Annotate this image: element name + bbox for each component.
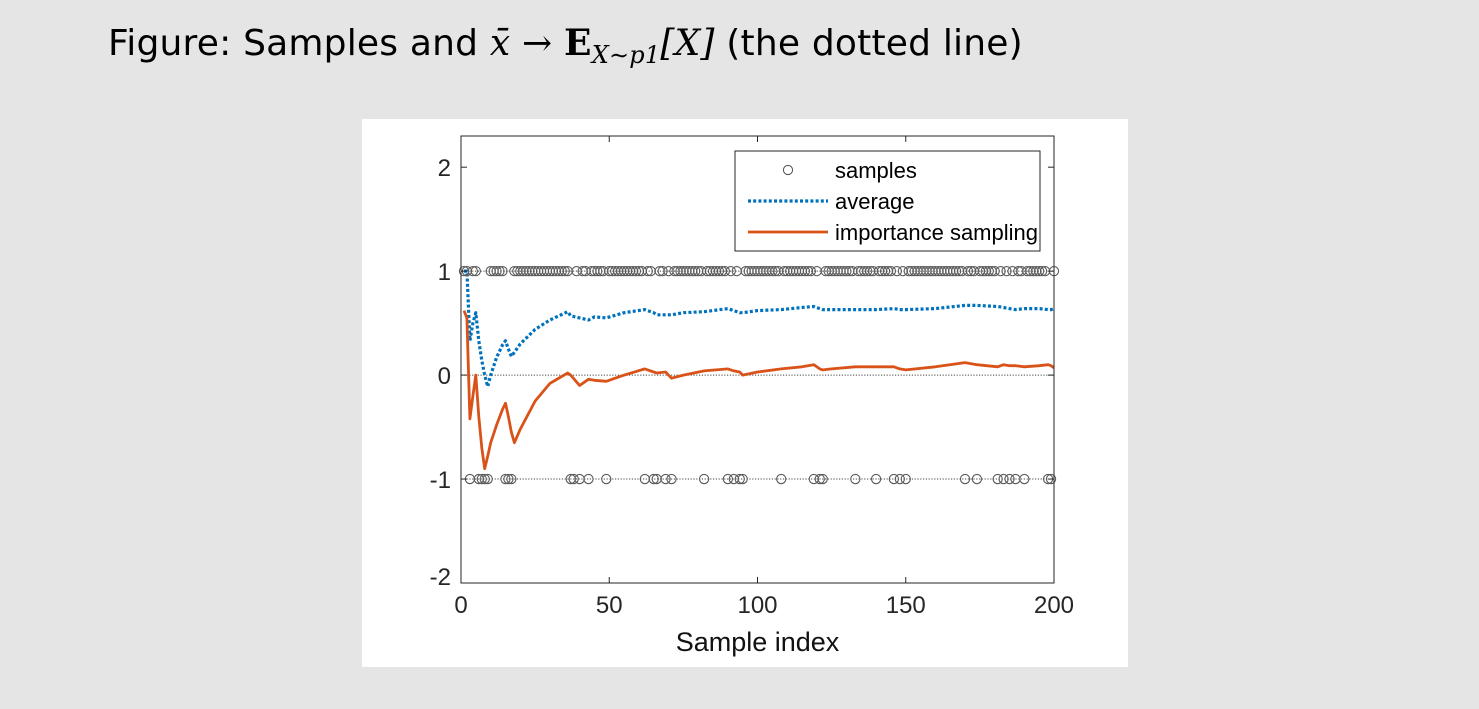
y-tick-label: -2 — [430, 564, 451, 591]
sample-point — [862, 265, 873, 277]
sample-point — [1034, 265, 1045, 277]
sample-point — [630, 265, 642, 277]
sample-point — [556, 265, 567, 277]
y-tick-label: 0 — [438, 363, 451, 390]
sample-point — [998, 473, 1009, 485]
sample-point — [719, 265, 731, 277]
sample-point — [470, 265, 481, 277]
chart-marks — [458, 265, 1060, 485]
sample-point — [467, 265, 479, 277]
sample-point — [995, 265, 1006, 277]
sample-point — [713, 265, 725, 277]
sample-point — [482, 473, 493, 485]
sample-point — [725, 265, 736, 277]
sample-point — [1045, 473, 1057, 485]
sample-point — [814, 473, 825, 485]
caption-expectation: E — [564, 22, 592, 64]
sample-point — [500, 473, 511, 485]
sample-point — [891, 265, 903, 277]
legend-label: samples — [835, 158, 917, 183]
sample-point — [583, 473, 594, 485]
sample-point — [648, 473, 659, 485]
sample-point — [971, 473, 983, 485]
sample-point — [1019, 473, 1030, 485]
sample-point — [959, 473, 971, 485]
figure-caption: Figure: Samples and x̄ → EX∼p1[X] (the d… — [108, 22, 1023, 69]
sample-point — [698, 473, 710, 485]
sample-point — [559, 265, 570, 277]
sample-point — [888, 473, 900, 485]
sample-point — [734, 473, 745, 485]
caption-suffix: (the dotted line) — [714, 23, 1023, 64]
sample-point — [879, 265, 891, 277]
sample-point — [506, 473, 517, 485]
sample-point — [497, 265, 508, 277]
caption-subscript: X∼p1 — [591, 41, 661, 69]
legend-marker-samples — [782, 164, 794, 176]
sample-point — [1036, 265, 1048, 277]
sample-point — [983, 265, 994, 277]
sample-point — [805, 265, 817, 277]
figure-panel: 0 50 100 150 200 -2 -1 0 1 2 Sample index samples a… — [362, 119, 1128, 667]
sample-point — [592, 265, 603, 277]
caption-arg: [X] — [660, 23, 715, 64]
sample-point — [850, 473, 861, 485]
y-tick-label: -1 — [430, 467, 451, 494]
sample-point — [642, 265, 653, 277]
sample-point — [767, 265, 778, 277]
sample-point — [660, 473, 671, 485]
caption-xbar: x̄ — [489, 23, 511, 64]
x-axis-label: Sample index — [676, 627, 840, 657]
sample-point — [799, 265, 811, 277]
y-tick-label: 2 — [438, 155, 451, 182]
x-tick-label: 150 — [886, 592, 926, 619]
x-tick-label: 0 — [454, 592, 467, 619]
caption-arrow: → — [522, 23, 553, 64]
x-tick-label: 50 — [596, 592, 623, 619]
sample-point — [479, 473, 490, 485]
axes: 0 50 100 150 200 -2 -1 0 1 2 Sample index — [430, 135, 1074, 657]
series-line-importance-sampling — [462, 310, 1055, 471]
sample-point — [894, 473, 905, 485]
sample-point — [722, 473, 733, 485]
x-tick-label: 200 — [1034, 592, 1074, 619]
x-tick-label: 100 — [737, 592, 777, 619]
sample-point — [900, 473, 911, 485]
chart: 0 50 100 150 200 -2 -1 0 1 2 Sample index samples a… — [430, 135, 1074, 657]
sample-point — [776, 473, 787, 485]
sample-point — [841, 265, 852, 277]
legend-label: average — [835, 189, 915, 214]
sample-point — [503, 473, 514, 485]
sample-point — [989, 265, 1000, 277]
sample-point — [737, 473, 748, 485]
sample-point — [885, 265, 897, 277]
sample-point — [1001, 265, 1012, 277]
sample-point — [962, 265, 974, 277]
sample-point — [951, 265, 962, 277]
sample-point — [601, 473, 612, 485]
sample-point — [494, 265, 505, 277]
sample-point — [1004, 473, 1015, 485]
sample-point — [690, 265, 701, 277]
sample-point — [568, 473, 579, 485]
sample-point — [476, 473, 487, 485]
caption-prefix: Figure: Samples and — [108, 23, 490, 64]
sample-point — [666, 473, 677, 485]
sample-point — [992, 473, 1003, 485]
legend: samples average importance sampling — [734, 150, 1041, 252]
sample-point — [491, 265, 502, 277]
sample-point — [657, 265, 668, 277]
sample-point — [870, 473, 882, 485]
y-tick-label: 1 — [438, 259, 451, 286]
legend-label: importance sampling — [835, 220, 1038, 245]
sample-point — [817, 473, 828, 485]
